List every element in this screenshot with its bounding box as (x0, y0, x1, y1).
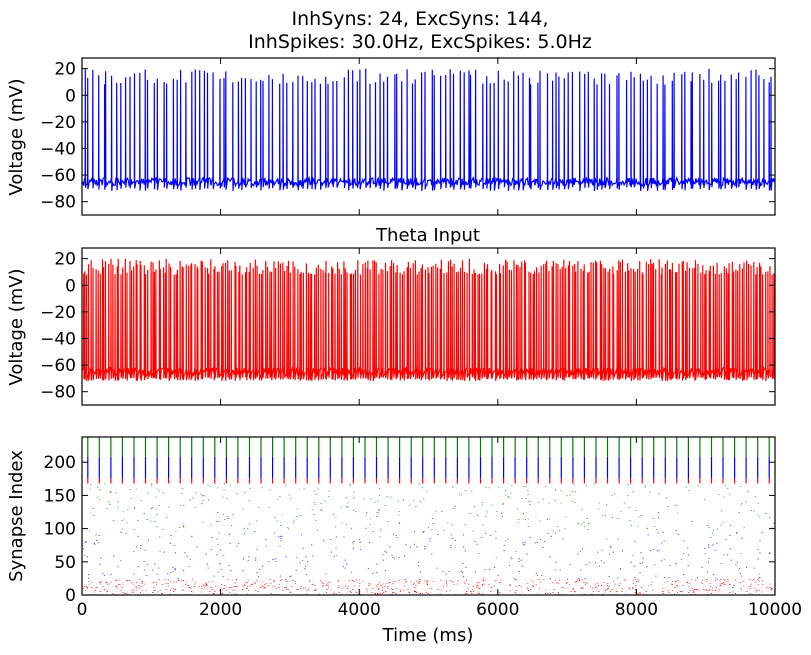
panel-1-ytick-label: −60 (40, 166, 76, 186)
panel-2-ylabel: Voltage (mV) (6, 268, 27, 385)
panel-3-raster-series-2 (81, 531, 771, 580)
panel-3-raster-series-4 (87, 478, 770, 484)
panel-3-ytick-label: 100 (44, 520, 76, 540)
panel-2-ytick-label: 20 (54, 250, 76, 270)
panel-3-raster-series-3 (81, 483, 776, 532)
panel-3-xtick-label: 4000 (338, 600, 381, 620)
panel-1-voltage-line (81, 68, 776, 192)
panel-2-voltage-line (81, 258, 776, 382)
panel-3-xtick-label: 10000 (748, 600, 802, 620)
panel-3-ytick-label: 50 (54, 553, 76, 573)
panel-2-ytick-label: −80 (40, 383, 76, 403)
panel-3-xtick-label: 6000 (476, 600, 519, 620)
panel-1-ytick-label: 0 (65, 86, 76, 106)
panel-1-ytick-label: −20 (40, 113, 76, 133)
panel-2-ytick-label: −20 (40, 303, 76, 323)
panel-3-ytick-label: 0 (65, 586, 76, 606)
panel-2-title: Theta Input (375, 225, 480, 246)
panel-3-xtick-label: 0 (77, 600, 88, 620)
panel-1: 20 0 −20 −40 −60 −80 Voltage (mV) (6, 57, 776, 216)
panel-2-ytick-label: 0 (65, 276, 76, 296)
panel-3-frame (81, 436, 776, 596)
panel-3-xtick-label: 8000 (615, 600, 658, 620)
panel-3-xlabel: Time (ms) (382, 625, 474, 646)
panel-1-ylabel: Voltage (mV) (6, 78, 27, 195)
panel-3-ytick-label: 200 (44, 453, 76, 473)
panel-3-raster (81, 437, 776, 595)
panel-3-ylabel: Synapse Index (6, 450, 27, 582)
panel-3-raster-series-6 (87, 437, 770, 457)
panel-2-ytick-label: −60 (40, 356, 76, 376)
panel-2-frame (81, 247, 776, 406)
panel-3-raster-series-5 (87, 456, 770, 479)
panel-1-ytick-label: −80 (40, 193, 76, 213)
figure-title-line-2: InhSpikes: 30.0Hz, ExcSpikes: 5.0Hz (248, 31, 592, 53)
panel-3-ytick-label: 150 (44, 486, 76, 506)
panel-1-ticks: 20 0 −20 −40 −60 −80 (40, 58, 776, 215)
panel-2-trace (81, 258, 776, 382)
panel-3-xtick-label: 2000 (199, 600, 242, 620)
panel-2-ytick-label: −40 (40, 329, 76, 349)
panel-1-ytick-label: −40 (40, 139, 76, 159)
panel-1-trace (81, 68, 776, 192)
panel-2: Theta Input 20 0 −20 −40 −60 −80 Voltage (mV) (6, 225, 776, 406)
panel-1-frame (81, 57, 776, 216)
figure-title-line-1: InhSyns: 24, ExcSyns: 144, (292, 8, 549, 30)
panel-1-ytick-label: 20 (54, 60, 76, 80)
